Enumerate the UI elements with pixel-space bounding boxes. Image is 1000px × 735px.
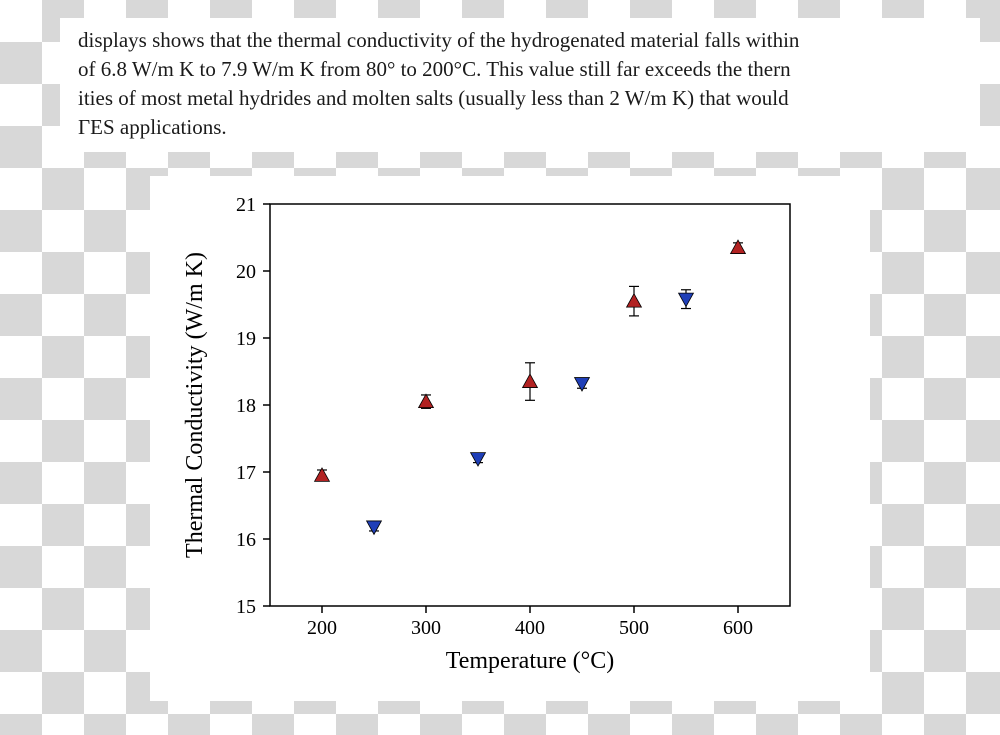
data-marker <box>523 374 538 387</box>
data-marker <box>367 521 382 534</box>
y-tick-label: 15 <box>236 596 256 618</box>
chart-panel: 200 300 400 500 600 15 16 17 18 19 20 21 Temperature… <box>150 176 870 701</box>
y-axis-title: Thermal Conductivity (W/m K) <box>182 252 208 558</box>
y-tick-label: 20 <box>236 261 256 283</box>
thermal-conductivity-chart: 200 300 400 500 600 15 16 17 18 19 20 21 Temperature… <box>150 176 870 701</box>
data-marker <box>419 394 434 407</box>
data-marker <box>315 468 330 481</box>
text-line-4: ΓES applications. <box>78 115 227 139</box>
body-text: displays shows that the thermal conducti… <box>60 18 980 152</box>
x-tick-label: 600 <box>723 617 753 639</box>
y-tick-label: 17 <box>236 462 256 484</box>
text-line-2: of 6.8 W/m K to 7.9 W/m K from 80° to 20… <box>78 57 791 81</box>
x-axis-title: Temperature (°C) <box>446 648 615 674</box>
x-tick-label: 200 <box>307 617 337 639</box>
plot-frame <box>270 204 790 606</box>
data-marker <box>575 378 590 391</box>
data-marker <box>627 294 642 307</box>
data-marker <box>731 240 746 253</box>
page: { "paragraph": { "lines": [ "displays sh… <box>0 0 1000 735</box>
y-tick-label: 19 <box>236 328 256 350</box>
y-tick-label: 16 <box>236 529 256 551</box>
text-line-3: ities of most metal hydrides and molten … <box>78 86 789 110</box>
x-tick-label: 300 <box>411 617 441 639</box>
y-tick-label: 21 <box>236 194 256 216</box>
x-tick-label: 400 <box>515 617 545 639</box>
y-tick-label: 18 <box>236 395 256 417</box>
data-marker <box>679 293 694 306</box>
x-tick-label: 500 <box>619 617 649 639</box>
text-line-1: displays shows that the thermal conducti… <box>78 28 799 52</box>
data-marker <box>471 453 486 466</box>
